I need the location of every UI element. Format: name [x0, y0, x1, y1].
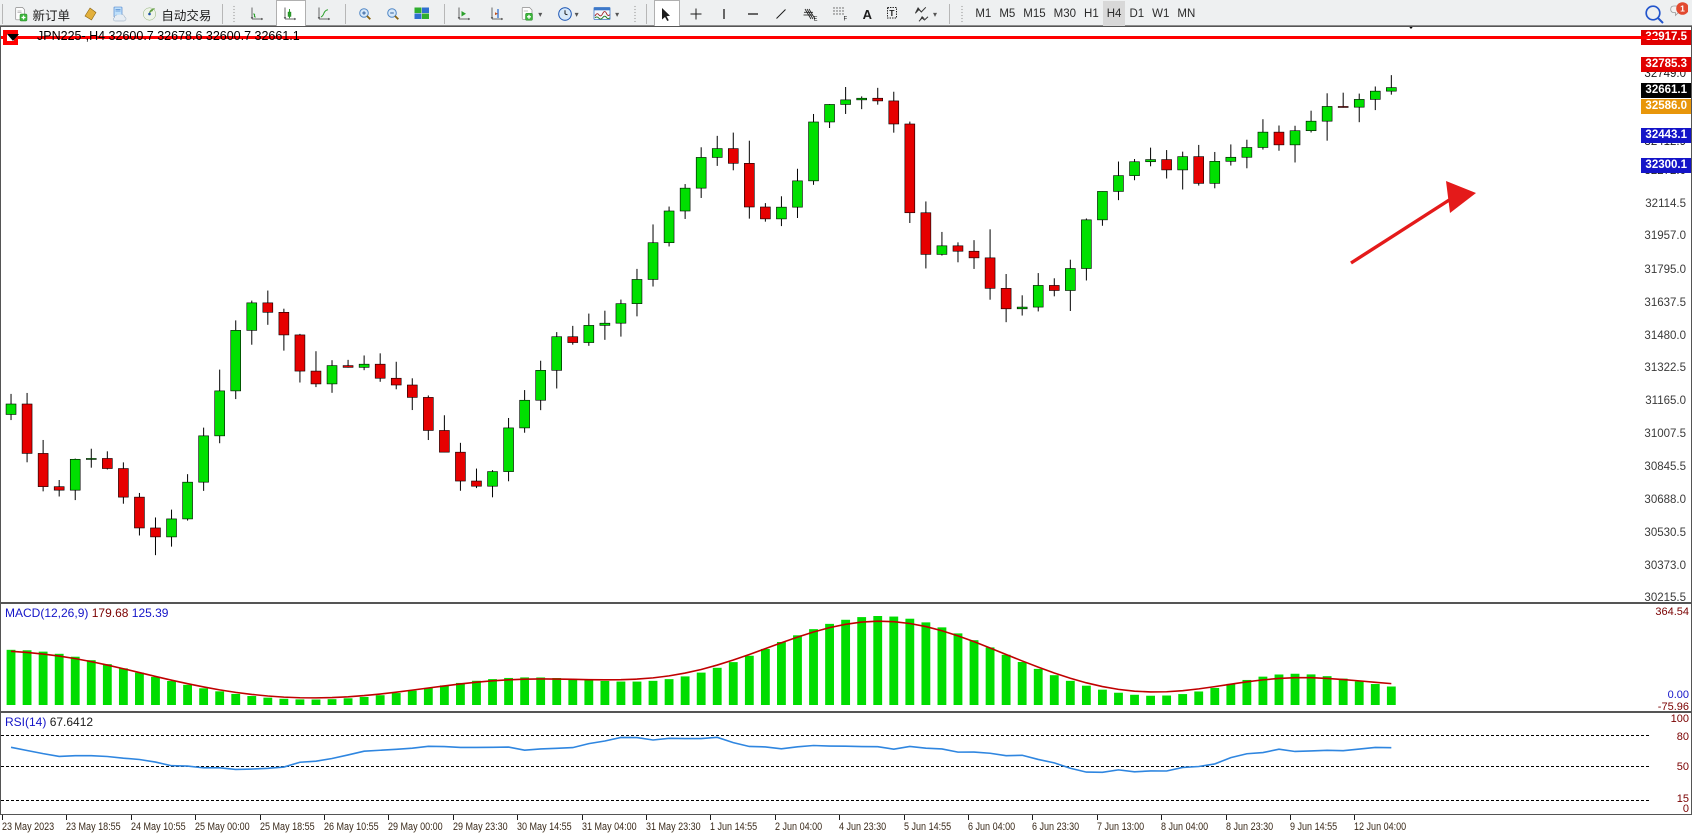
svg-text:E: E: [813, 17, 817, 23]
svg-text:1: 1: [1680, 3, 1685, 13]
svg-text:T: T: [889, 8, 895, 18]
svg-text:F: F: [844, 17, 848, 23]
